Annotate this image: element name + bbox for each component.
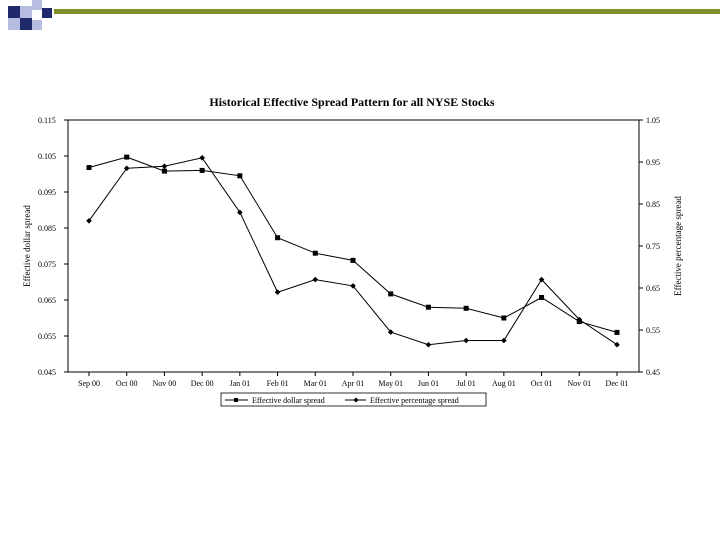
data-point-dollar — [463, 305, 469, 311]
slide-corner-decoration — [8, 0, 720, 30]
data-point-percentage — [576, 316, 583, 323]
right-axis-ticks: 1.05 0.95 0.85 0.75 0.65 0.55 0.45 — [639, 116, 660, 377]
x-tick-label: May 01 — [378, 379, 403, 388]
x-tick-label: Oct 00 — [116, 379, 138, 388]
left-tick-label: 0.105 — [38, 152, 56, 161]
decor-bar-olive — [54, 9, 720, 14]
data-point-dollar — [539, 294, 545, 300]
data-point-percentage — [501, 337, 507, 344]
right-tick-label: 0.55 — [646, 326, 660, 335]
x-tick-label: Sep 00 — [78, 379, 100, 388]
data-point-percentage — [463, 337, 469, 344]
legend-label-dollar: Effective dollar spread — [252, 396, 325, 405]
left-tick-label: 0.055 — [38, 332, 56, 341]
data-point-dollar — [161, 168, 167, 174]
data-point-percentage — [274, 289, 281, 295]
x-tick-label: Mar 01 — [304, 379, 327, 388]
right-axis-label: Effective percentage spread — [673, 196, 683, 296]
data-point-percentage — [425, 341, 432, 348]
data-point-percentage — [614, 341, 620, 348]
right-tick-label: 0.85 — [646, 200, 660, 209]
decor-square-navy-2 — [20, 18, 32, 30]
legend-marker-dollar — [234, 398, 238, 402]
data-point-percentage — [387, 329, 394, 335]
x-axis-ticks: Sep 00 Oct 00 Nov 00 Dec 00 Jan 01 Feb 01 Mar … — [78, 372, 628, 388]
data-point-dollar — [350, 257, 356, 263]
x-tick-label: Nov 01 — [567, 379, 591, 388]
data-point-dollar — [237, 173, 243, 179]
chart-title: Historical Effective Spread Pattern for … — [209, 95, 495, 109]
data-point-percentage — [237, 209, 243, 216]
data-point-dollar — [199, 167, 205, 173]
right-tick-label: 0.75 — [646, 242, 660, 251]
decor-square-lavender-4 — [32, 20, 42, 30]
legend: Effective dollar spread Effective percen… — [220, 392, 487, 407]
right-tick-label: 0.65 — [646, 284, 660, 293]
series-layer — [86, 154, 620, 348]
x-tick-label: Dec 01 — [606, 379, 629, 388]
left-axis-label: Effective dollar spread — [22, 205, 32, 287]
left-tick-label: 0.045 — [38, 368, 56, 377]
decor-square-lavender-2 — [8, 18, 20, 30]
data-point-dollar — [388, 291, 394, 297]
left-tick-label: 0.075 — [38, 260, 56, 269]
data-point-dollar — [86, 165, 92, 171]
x-tick-label: Jun 01 — [418, 379, 439, 388]
series-line-dollar — [88, 156, 618, 333]
left-tick-label: 0.115 — [38, 116, 56, 125]
decor-square-navy-3 — [42, 8, 52, 18]
decor-square-lavender-3 — [32, 0, 42, 10]
x-tick-label: Jul 01 — [456, 379, 475, 388]
data-point-dollar — [124, 154, 130, 160]
x-tick-label: Aug 01 — [492, 379, 516, 388]
data-point-dollar — [312, 250, 318, 256]
legend-label-percentage: Effective percentage spread — [370, 396, 459, 405]
plot-area — [67, 119, 640, 373]
x-tick-label: Dec 00 — [191, 379, 214, 388]
x-tick-label: Feb 01 — [267, 379, 289, 388]
legend-marker-percentage — [353, 397, 359, 403]
data-point-dollar — [501, 315, 507, 321]
right-tick-label: 0.45 — [646, 368, 660, 377]
left-tick-label: 0.065 — [38, 296, 56, 305]
x-tick-label: Nov 00 — [153, 379, 177, 388]
data-point-percentage — [161, 163, 168, 169]
series-line-percentage — [88, 157, 618, 346]
left-axis-ticks: 0.115 0.105 0.095 0.085 0.075 0.065 0.055 0.045 — [38, 116, 68, 377]
data-point-percentage — [86, 218, 92, 224]
data-point-dollar — [614, 329, 620, 335]
x-tick-label: Apr 01 — [342, 379, 364, 388]
left-tick-label: 0.085 — [38, 224, 56, 233]
data-point-dollar — [425, 304, 431, 310]
decor-square-lavender-1 — [20, 6, 32, 18]
data-point-dollar — [275, 235, 281, 241]
data-point-percentage — [350, 283, 356, 289]
right-tick-label: 1.05 — [646, 116, 660, 125]
data-point-percentage — [312, 276, 319, 283]
right-tick-label: 0.95 — [646, 158, 660, 167]
data-point-percentage — [199, 155, 205, 161]
x-tick-label: Oct 01 — [531, 379, 553, 388]
left-tick-label: 0.095 — [38, 188, 56, 197]
x-tick-label: Jan 01 — [230, 379, 251, 388]
decor-square-navy-1 — [8, 6, 20, 18]
data-point-percentage — [123, 165, 130, 172]
data-point-percentage — [538, 276, 545, 283]
